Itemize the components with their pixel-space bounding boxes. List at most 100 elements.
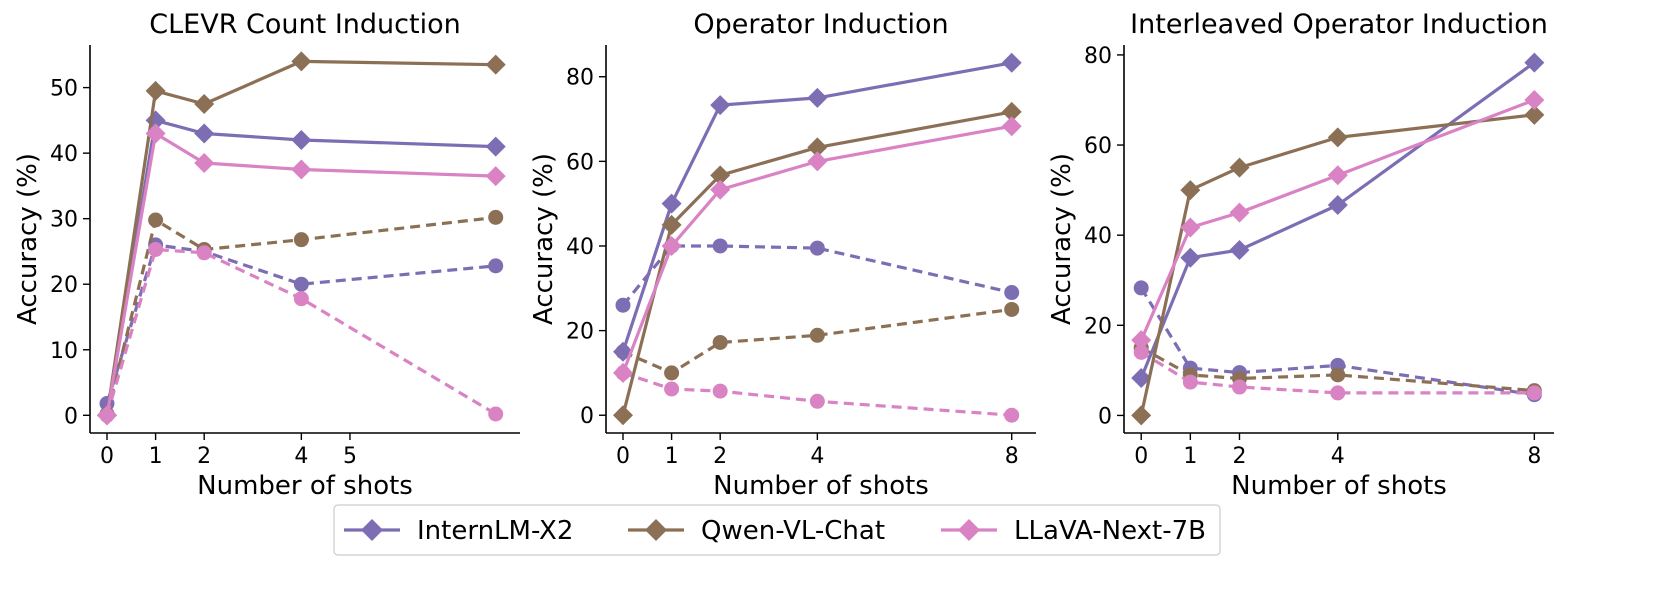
y-tick-label: 60 [566,150,594,175]
series-internlm-x2-solid [613,52,1022,362]
data-point-diamond [194,123,215,144]
data-point-circle [712,238,728,254]
y-axis-label: Accuracy (%) [13,153,43,325]
x-tick-label: 0 [1134,444,1148,469]
legend-diamond-marker [958,519,980,541]
x-axis-label: Number of shots [713,471,929,501]
data-point-diamond [661,193,682,214]
data-point-diamond [145,80,166,101]
series-llava-next-7b-dashed [99,241,504,423]
data-point-diamond [1131,330,1152,351]
data-point-circle [293,291,309,307]
data-point-diamond [1327,165,1348,186]
data-point-diamond [485,166,506,187]
series-internlm-x2-solid [97,110,506,426]
data-point-diamond [807,87,828,108]
x-axis-label: Number of shots [197,471,413,501]
series-line [621,244,1013,307]
data-point-diamond [194,93,215,114]
y-tick-label: 20 [50,273,78,298]
series-llava-next-7b-solid [97,123,506,426]
data-point-diamond [1180,247,1201,268]
data-point-circle [488,406,504,422]
x-axis-label: Number of shots [1231,471,1447,501]
data-point-circle [488,258,504,274]
data-point-diamond [1524,89,1545,110]
data-point-circle [1004,407,1020,423]
x-tick-label: 5 [343,444,357,469]
data-point-circle [809,327,825,343]
data-point-diamond [807,151,828,172]
y-tick-label: 20 [1084,314,1112,339]
series-line [1139,287,1535,397]
data-point-circle [196,245,212,261]
y-tick-label: 40 [566,235,594,260]
data-point-diamond [485,136,506,157]
x-tick-label: 8 [1527,444,1541,469]
x-tick-label: 1 [665,444,679,469]
chart-panel-3: Interleaved Operator Induction 0 20 40 60 80 0… [1047,9,1554,501]
x-tick-label: 0 [100,444,114,469]
series-line [105,247,497,416]
series-internlm-x2-dashed [99,237,504,412]
data-point-diamond [291,51,312,72]
legend-item-2: Qwen-VL-Chat [628,516,885,546]
data-point-circle [148,241,164,257]
chart-panel-1: CLEVR Count Induction 0 10 20 30 40 50 0 1 2 4 5Num… [13,9,520,501]
x-tick-label: 1 [149,444,163,469]
data-point-circle [1330,367,1346,383]
y-tick-label: 20 [566,320,594,345]
data-point-circle [1133,344,1149,360]
y-axis-label: Accuracy (%) [1047,153,1077,325]
data-point-circle [1004,301,1020,317]
series-line [1139,61,1536,379]
x-tick-label: 2 [1232,444,1246,469]
legend: InternLM-X2 Qwen-VL-Chat LLaVA-Next-7B [333,504,1221,556]
data-point-circle [293,276,309,292]
data-point-circle [293,232,309,248]
y-tick-label: 50 [50,77,78,102]
data-point-diamond [485,54,506,75]
legend-diamond-marker [645,519,667,541]
data-point-circle [1231,379,1247,395]
data-point-diamond [291,159,312,180]
data-point-diamond [1131,405,1152,426]
data-point-diamond [710,95,731,116]
data-point-diamond [1001,101,1022,122]
y-tick-label: 40 [1084,224,1112,249]
y-tick-label: 80 [566,66,594,91]
legend-label: Qwen-VL-Chat [701,516,885,546]
series-llava-next-7b-dashed [1133,344,1542,401]
x-tick-label: 4 [294,444,308,469]
data-point-diamond [661,214,682,235]
y-tick-label: 40 [50,142,78,167]
data-point-diamond [1229,202,1250,223]
x-tick-label: 0 [616,444,630,469]
x-tick-label: 2 [713,444,727,469]
data-point-diamond [1001,52,1022,73]
series-llava-next-7b-solid [1131,89,1545,351]
data-point-diamond [194,152,215,173]
data-point-diamond [1180,217,1201,238]
series-line [622,307,1012,375]
series-qwen-vl-chat-solid [97,51,506,426]
data-point-diamond [1229,157,1250,178]
data-point-diamond [145,123,166,144]
y-tick-label: 0 [580,404,594,429]
data-point-circle [1526,385,1542,401]
chart-title: CLEVR Count Induction [149,9,460,40]
chart-panel-2: Operator Induction 0 20 40 60 80 0 1 2 4 8 Number o… [529,9,1036,501]
data-point-circle [809,393,825,409]
x-tick-label: 4 [810,444,824,469]
data-point-circle [1330,385,1346,401]
chart-title: Operator Induction [693,9,948,40]
legend-frame [333,504,1221,556]
data-point-diamond [807,137,828,158]
y-tick-label: 0 [64,404,78,429]
data-point-diamond [710,165,731,186]
data-point-diamond [1229,240,1250,261]
y-tick-label: 60 [1084,134,1112,159]
series-internlm-x2-solid [1131,52,1545,389]
data-point-diamond [1180,180,1201,201]
